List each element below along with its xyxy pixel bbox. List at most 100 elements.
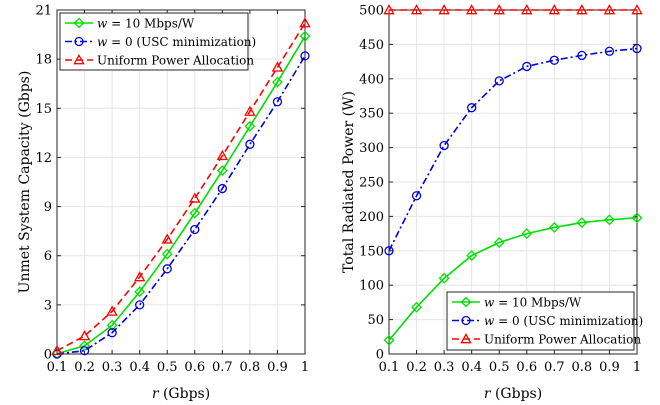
- x-tick-label: 0.4: [129, 360, 150, 375]
- data-point: [106, 319, 118, 331]
- x-tick-label: 0.7: [544, 360, 565, 375]
- data-point: [383, 4, 395, 15]
- legend-entry-text: = 0 (USC minimization): [494, 314, 643, 328]
- legend-swatch-marker: [460, 333, 472, 344]
- x-tick-label: 0.9: [267, 360, 288, 375]
- series-line: [388, 216, 638, 341]
- data-point: [133, 271, 146, 282]
- y-tick-label: 12: [35, 151, 52, 166]
- legend-entry: Uniform Power Allocation: [484, 333, 641, 347]
- data-point: [576, 4, 588, 15]
- x-tick-label: 1: [301, 360, 309, 375]
- x-tick-label: 0.9: [599, 360, 620, 375]
- data-point: [299, 17, 311, 28]
- x-tick-label: 1: [633, 360, 641, 375]
- legend: w = 10 Mbps/Ww = 0 (USC minimization)Uni…: [59, 12, 256, 71]
- data-point: [162, 264, 172, 274]
- x-tick-label: 0.2: [406, 360, 427, 375]
- y-axis-label: Unmet System Capacity (Gbps): [17, 71, 33, 294]
- data-point: [467, 103, 477, 113]
- y-axis-label: Total Radiated Power (W): [341, 91, 357, 273]
- data-point: [603, 4, 616, 15]
- data-point: [189, 207, 201, 219]
- data-point: [548, 4, 561, 15]
- data-point: [245, 139, 255, 149]
- legend-entry-text: = 10 Mbps/W: [107, 17, 195, 31]
- data-point: [577, 50, 587, 61]
- series-2: [384, 43, 642, 256]
- x-tick-label: 0.3: [434, 360, 455, 375]
- y-tick-label: 0: [376, 348, 384, 363]
- y-tick-label: 21: [35, 4, 52, 19]
- y-tick-label: 100: [359, 279, 384, 294]
- axes-frame: [56, 9, 306, 355]
- data-point: [466, 250, 478, 262]
- data-point: [79, 340, 90, 352]
- y-tick-label: 0: [44, 348, 52, 363]
- legend-entry-var: w: [484, 314, 495, 328]
- data-point: [135, 300, 145, 310]
- legend-entry-text: = 0 (USC minimization): [107, 35, 256, 49]
- data-point: [493, 4, 505, 15]
- x-axis-label-var: r: [484, 386, 492, 402]
- series-line: [56, 22, 306, 352]
- x-tick-label: 0.1: [379, 360, 400, 375]
- y-tick-label: 18: [35, 53, 52, 68]
- y-tick-label: 9: [44, 200, 52, 215]
- legend-entry: Uniform Power Allocation: [97, 54, 254, 68]
- chart-panel-2: 0.1 0.2 0.3 0.4 0.5 0.6 0.7 0.8 0.9 1 0 50 100 150 200…: [341, 4, 643, 403]
- legend: w = 10 Mbps/Ww = 0 (USC minimization)Uni…: [446, 291, 643, 351]
- data-point: [244, 105, 256, 116]
- legend-entry-var: w: [97, 35, 108, 49]
- data-point: [78, 330, 91, 341]
- data-point: [216, 165, 228, 176]
- data-point: [411, 191, 422, 201]
- y-tick-label: 300: [359, 141, 384, 156]
- data-point: [299, 30, 311, 42]
- data-point: [134, 286, 146, 298]
- x-axis-label-unit: (Gbps): [159, 386, 211, 402]
- series-line: [56, 35, 306, 355]
- data-point: [521, 228, 533, 240]
- data-point: [272, 76, 283, 88]
- x-axis-label-unit: (Gbps): [491, 386, 543, 402]
- data-point: [493, 237, 505, 248]
- y-tick-label: 3: [44, 298, 52, 313]
- data-point: [631, 212, 643, 224]
- x-tick-label: 0.8: [240, 360, 261, 375]
- legend-entry-var: w: [97, 17, 108, 31]
- legend-swatch-marker: [460, 296, 472, 308]
- y-tick-label: 150: [359, 244, 384, 259]
- data-point: [438, 272, 450, 284]
- data-point: [161, 233, 173, 244]
- legend-swatch-marker: [461, 315, 471, 326]
- data-point: [271, 61, 284, 72]
- data-point: [631, 4, 643, 15]
- data-point: [51, 344, 63, 356]
- data-point: [439, 140, 449, 151]
- x-tick-label: 0.3: [102, 360, 123, 375]
- data-point: [410, 4, 423, 15]
- y-tick-label: 15: [35, 102, 52, 117]
- data-point: [383, 334, 395, 346]
- x-tick-label: 0.4: [461, 360, 482, 375]
- x-tick-label: 0.6: [184, 360, 205, 375]
- legend-entry: w = 0 (USC minimization): [484, 314, 643, 328]
- y-tick-label: 200: [359, 210, 384, 225]
- series-3: [51, 17, 311, 356]
- data-point: [411, 301, 422, 313]
- data-point: [244, 120, 256, 132]
- series-3: [383, 4, 643, 15]
- y-tick-label: 350: [359, 107, 384, 122]
- x-tick-label: 0.2: [74, 360, 95, 375]
- legend-entry-text: Uniform Power Allocation: [97, 54, 254, 68]
- y-tick-label: 500: [359, 4, 384, 19]
- x-tick-label: 0.8: [572, 360, 593, 375]
- y-tick-label: 400: [359, 72, 384, 87]
- data-point: [300, 51, 310, 61]
- data-point: [604, 46, 615, 56]
- series-1: [383, 212, 643, 346]
- legend-entry-var: w: [484, 296, 495, 310]
- x-axis-label: r (Gbps): [484, 386, 542, 402]
